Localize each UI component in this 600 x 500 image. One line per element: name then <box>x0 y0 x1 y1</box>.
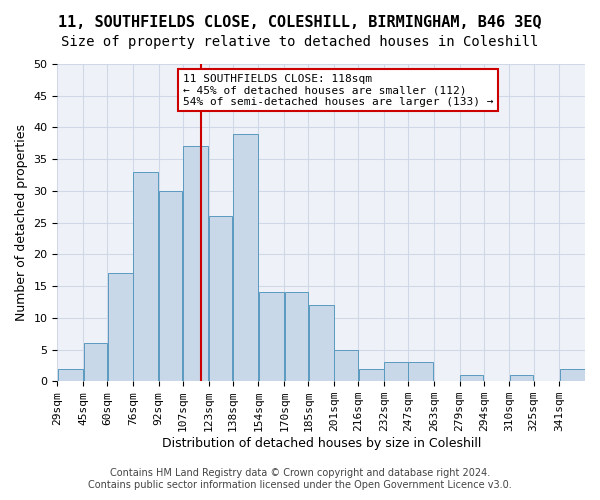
Bar <box>259 292 284 381</box>
Bar <box>83 343 107 381</box>
Text: 11, SOUTHFIELDS CLOSE, COLESHILL, BIRMINGHAM, B46 3EQ: 11, SOUTHFIELDS CLOSE, COLESHILL, BIRMIN… <box>58 15 542 30</box>
Bar <box>560 368 584 381</box>
Bar <box>107 274 133 381</box>
Bar <box>284 292 308 381</box>
Text: Size of property relative to detached houses in Coleshill: Size of property relative to detached ho… <box>61 35 539 49</box>
Bar <box>359 368 383 381</box>
Bar <box>309 305 334 381</box>
Text: Contains HM Land Registry data © Crown copyright and database right 2024.
Contai: Contains HM Land Registry data © Crown c… <box>88 468 512 490</box>
Bar <box>159 191 182 381</box>
Bar <box>58 368 83 381</box>
Bar <box>409 362 433 381</box>
X-axis label: Distribution of detached houses by size in Coleshill: Distribution of detached houses by size … <box>161 437 481 450</box>
Bar <box>133 172 158 381</box>
Bar <box>334 350 358 381</box>
Y-axis label: Number of detached properties: Number of detached properties <box>15 124 28 321</box>
Text: 11 SOUTHFIELDS CLOSE: 118sqm
← 45% of detached houses are smaller (112)
54% of s: 11 SOUTHFIELDS CLOSE: 118sqm ← 45% of de… <box>183 74 493 106</box>
Bar <box>183 146 208 381</box>
Bar <box>209 216 232 381</box>
Bar <box>385 362 407 381</box>
Bar <box>510 375 533 381</box>
Bar <box>460 375 483 381</box>
Bar <box>233 134 258 381</box>
